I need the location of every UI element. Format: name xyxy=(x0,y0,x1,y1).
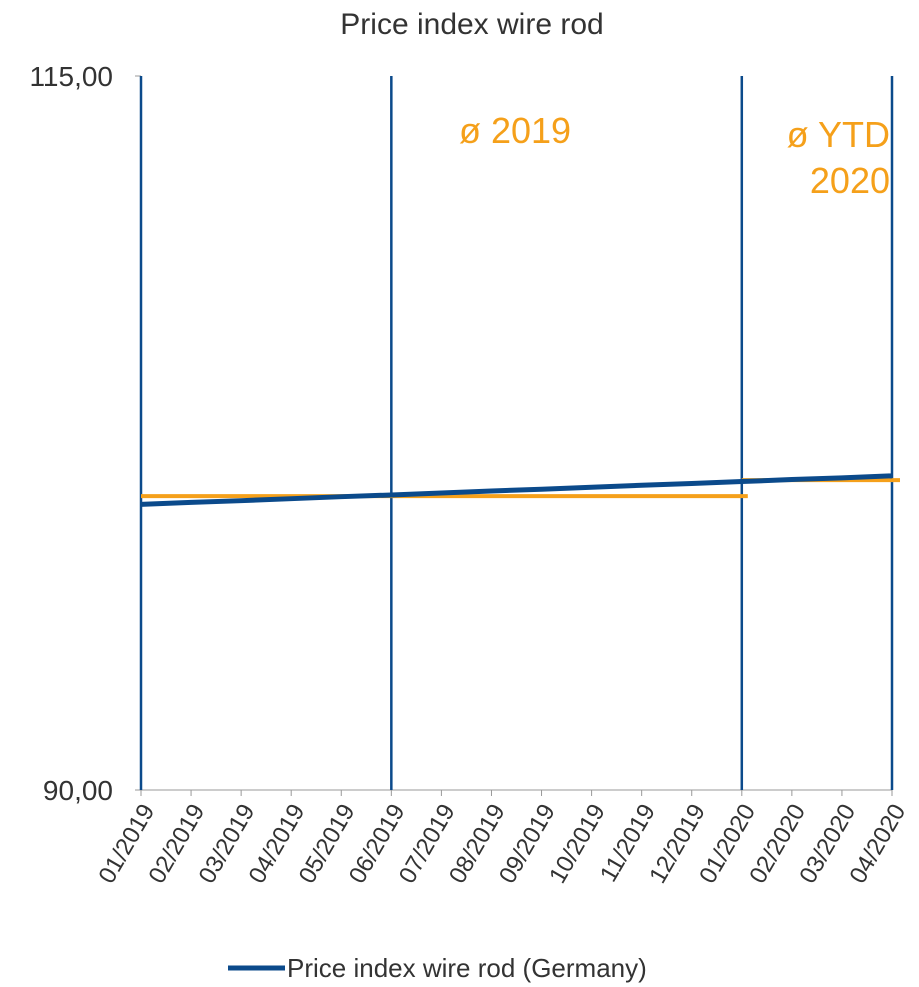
y-tick-label: 115,00 xyxy=(29,61,113,92)
legend-label: Price index wire rod (Germany) xyxy=(287,953,647,983)
chart-title: Price index wire rod xyxy=(340,8,603,41)
y-tick-label: 90,00 xyxy=(43,775,113,806)
annotation: ø YTD 2020 xyxy=(786,114,890,201)
annotation: ø 2019 xyxy=(458,110,572,151)
series-line xyxy=(140,473,893,507)
